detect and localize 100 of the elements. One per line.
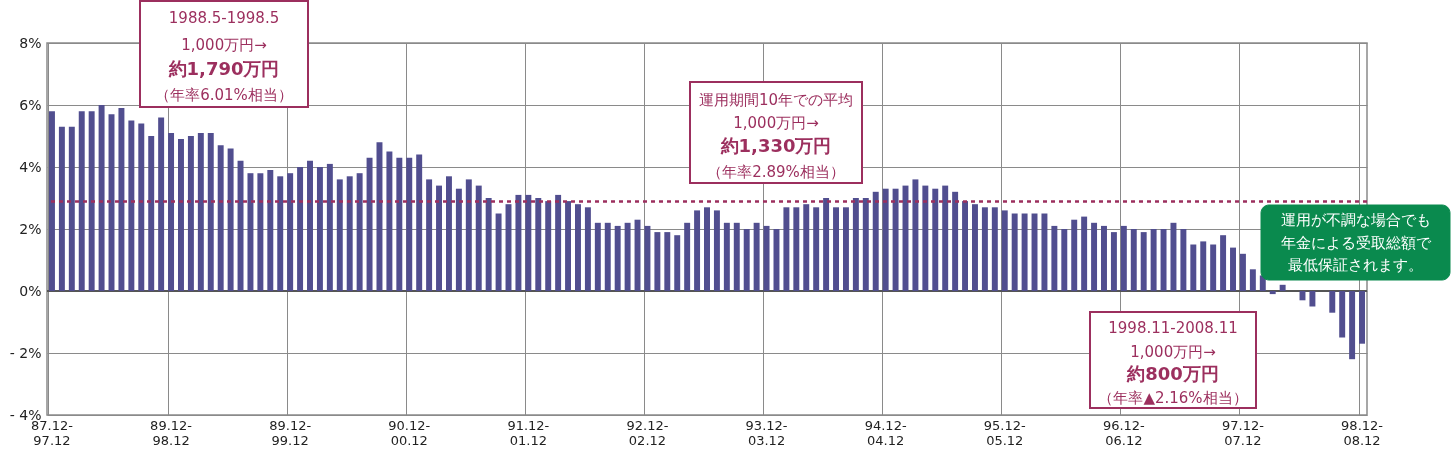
bar bbox=[68, 126, 75, 291]
bar bbox=[227, 148, 234, 291]
bar bbox=[267, 170, 274, 291]
bar bbox=[168, 132, 175, 291]
x-tick-label: 92.12-02.12 bbox=[626, 417, 669, 448]
bar bbox=[1239, 253, 1246, 291]
bar bbox=[1180, 229, 1187, 291]
annotation: 約1,790万円 bbox=[167, 58, 280, 79]
bar bbox=[277, 176, 284, 291]
bar bbox=[952, 191, 959, 291]
bar bbox=[356, 173, 363, 291]
bar bbox=[1200, 241, 1207, 291]
bar bbox=[495, 213, 502, 291]
bar bbox=[773, 229, 780, 291]
bar bbox=[1021, 213, 1028, 291]
x-tick-label: 91.12-01.12 bbox=[507, 417, 550, 448]
bar bbox=[604, 222, 611, 291]
bar bbox=[297, 167, 304, 291]
y-tick-label: 4% bbox=[19, 158, 42, 175]
bar bbox=[515, 194, 522, 291]
bar bbox=[892, 188, 899, 291]
bar bbox=[455, 188, 462, 291]
bar bbox=[862, 198, 869, 291]
bar bbox=[763, 225, 770, 291]
bar bbox=[614, 225, 621, 291]
bar bbox=[307, 160, 313, 291]
bar bbox=[257, 173, 264, 291]
bar bbox=[247, 173, 254, 291]
bar bbox=[1061, 229, 1068, 291]
bar bbox=[217, 145, 224, 291]
bar bbox=[833, 207, 839, 291]
bar bbox=[1279, 284, 1286, 291]
bar bbox=[336, 179, 343, 291]
annotation: （年率▲2.16%相当） bbox=[1098, 389, 1248, 407]
bar bbox=[436, 185, 443, 291]
bar bbox=[1041, 213, 1048, 291]
bar bbox=[98, 105, 105, 291]
x-tick-label: 98.12-08.12 bbox=[1341, 417, 1384, 448]
bar bbox=[1011, 213, 1018, 291]
bar bbox=[158, 117, 165, 291]
bar bbox=[912, 179, 919, 291]
bar bbox=[535, 198, 542, 291]
bar bbox=[624, 222, 631, 291]
y-tick-label: 2% bbox=[19, 220, 42, 237]
bar bbox=[1110, 232, 1117, 291]
bar bbox=[396, 157, 403, 291]
bar bbox=[664, 232, 671, 291]
y-tick-label: 6% bbox=[19, 96, 42, 113]
bar bbox=[634, 219, 641, 291]
bar bbox=[1210, 244, 1217, 291]
y-tick-label: 8% bbox=[19, 34, 42, 51]
annotation: 約800万円 bbox=[1126, 363, 1219, 384]
x-tick-label: 89.12-98.12 bbox=[150, 417, 193, 448]
bar bbox=[783, 207, 790, 291]
x-tick-label: 96.12-06.12 bbox=[1102, 417, 1146, 448]
bar bbox=[326, 163, 333, 291]
bar bbox=[1339, 291, 1346, 338]
annotation: 1,000万円→ bbox=[1130, 343, 1216, 361]
annotation: （年率2.89%相当） bbox=[707, 163, 845, 181]
bar bbox=[852, 198, 859, 291]
annotation: 1,000万円→ bbox=[181, 36, 267, 54]
bar bbox=[644, 225, 651, 291]
bar bbox=[1130, 229, 1137, 291]
bar bbox=[197, 132, 204, 291]
bar bbox=[1349, 291, 1356, 360]
bar bbox=[733, 222, 740, 291]
bar bbox=[178, 139, 184, 291]
bar bbox=[1220, 235, 1227, 291]
bar bbox=[575, 204, 581, 291]
bar bbox=[704, 207, 710, 291]
x-tick-label: 89.12-99.12 bbox=[269, 417, 312, 448]
bar bbox=[823, 198, 830, 291]
annotation: 約1,330万円 bbox=[719, 135, 832, 156]
bar bbox=[416, 154, 423, 291]
x-tick-label: 93.12-03.12 bbox=[745, 417, 788, 448]
bar bbox=[962, 201, 969, 291]
bar bbox=[674, 235, 681, 291]
bar bbox=[713, 210, 720, 291]
bar bbox=[58, 126, 65, 291]
bar bbox=[1329, 291, 1336, 313]
x-tick-label: 97.12-07.12 bbox=[1221, 417, 1265, 448]
bar bbox=[932, 188, 939, 291]
bar bbox=[743, 229, 750, 291]
bar bbox=[813, 207, 820, 291]
annotation: 最低保証されます。 bbox=[1288, 256, 1423, 274]
bar bbox=[237, 160, 244, 291]
bar bbox=[1071, 219, 1078, 291]
annotation: 年金による受取総額で bbox=[1280, 234, 1432, 252]
bar bbox=[1091, 222, 1098, 291]
bar bbox=[207, 132, 214, 291]
y-tick-label: 0% bbox=[19, 282, 42, 299]
bar bbox=[654, 232, 661, 291]
bar bbox=[148, 136, 155, 291]
bar bbox=[1249, 269, 1256, 291]
text: 1988.5-1998.5 bbox=[168, 9, 280, 27]
bar bbox=[565, 201, 572, 291]
bar bbox=[555, 194, 562, 291]
bar bbox=[316, 167, 323, 291]
bar bbox=[991, 207, 998, 291]
bar bbox=[118, 108, 125, 291]
